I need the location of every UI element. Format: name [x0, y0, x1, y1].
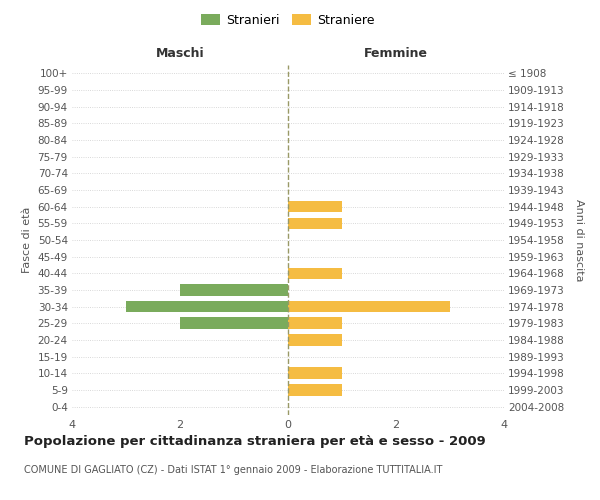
Text: Popolazione per cittadinanza straniera per età e sesso - 2009: Popolazione per cittadinanza straniera p…	[24, 435, 486, 448]
Bar	[180, 284, 288, 296]
Bar	[288, 384, 342, 396]
Bar	[288, 301, 450, 312]
Bar	[288, 268, 342, 279]
Legend: Stranieri, Straniere: Stranieri, Straniere	[196, 8, 380, 32]
Bar	[126, 301, 288, 312]
Bar	[288, 368, 342, 379]
Bar	[180, 318, 288, 329]
Bar	[288, 318, 342, 329]
Text: COMUNE DI GAGLIATO (CZ) - Dati ISTAT 1° gennaio 2009 - Elaborazione TUTTITALIA.I: COMUNE DI GAGLIATO (CZ) - Dati ISTAT 1° …	[24, 465, 442, 475]
Bar	[288, 218, 342, 229]
Bar	[288, 334, 342, 346]
Y-axis label: Fasce di età: Fasce di età	[22, 207, 32, 273]
Bar	[288, 201, 342, 212]
Y-axis label: Anni di nascita: Anni di nascita	[574, 198, 584, 281]
